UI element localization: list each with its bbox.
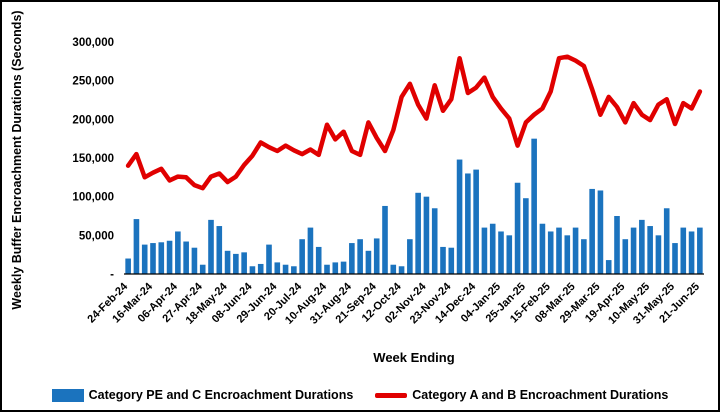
bar	[465, 173, 471, 274]
bar	[531, 138, 537, 274]
bar	[597, 190, 604, 274]
bar	[175, 231, 181, 274]
bar	[655, 235, 662, 274]
bar	[191, 247, 198, 274]
y-tick-label: 250,000	[72, 76, 114, 88]
bar	[415, 192, 421, 274]
bar	[216, 226, 223, 274]
bar	[564, 235, 571, 274]
bar	[489, 223, 496, 274]
bar	[224, 250, 231, 274]
bar	[481, 227, 488, 274]
y-tick-label: 200,000	[72, 114, 114, 126]
legend-line-swatch	[375, 392, 408, 398]
bar	[357, 239, 363, 274]
bar	[373, 238, 380, 274]
bar	[208, 219, 214, 274]
bar	[315, 246, 322, 274]
bar	[307, 227, 314, 274]
bar	[556, 227, 562, 274]
bar	[672, 243, 678, 274]
bar	[440, 246, 446, 274]
bar	[299, 239, 305, 274]
bar	[291, 266, 297, 274]
legend-item-bars: Category PE and C Encroachment Durations	[51, 388, 354, 402]
bar	[141, 244, 148, 274]
bar	[688, 231, 695, 274]
y-tick-label: 100,000	[72, 192, 114, 204]
y-tick-label: 50,000	[79, 230, 114, 242]
y-tick-label: 150,000	[72, 153, 114, 165]
bar	[506, 235, 513, 274]
bar	[581, 239, 587, 274]
bar	[539, 223, 546, 274]
bar	[622, 239, 629, 274]
bar	[249, 266, 256, 274]
bar	[697, 227, 703, 274]
bar	[390, 264, 397, 274]
legend-bar-label: Category PE and C Encroachment Durations	[88, 388, 354, 402]
bar	[456, 159, 463, 274]
bar	[680, 227, 687, 274]
bar	[514, 182, 521, 274]
bar	[614, 216, 620, 274]
bar	[365, 250, 372, 274]
bar	[332, 262, 339, 274]
bar	[572, 227, 579, 274]
bar	[382, 205, 388, 274]
legend-bar-swatch	[51, 388, 84, 402]
bar	[431, 208, 438, 274]
bar	[241, 252, 247, 274]
bar	[498, 231, 504, 274]
bar	[274, 262, 281, 274]
bar	[630, 227, 637, 274]
bar	[473, 169, 479, 274]
bar	[150, 243, 156, 274]
bar	[639, 219, 645, 274]
legend-line-label: Category A and B Encroachment Durations	[412, 388, 669, 402]
y-tick-label: 300,000	[72, 37, 114, 49]
bar	[125, 258, 131, 274]
bar	[398, 266, 405, 274]
bar	[423, 196, 430, 274]
bar	[407, 239, 413, 274]
legend: Category PE and C Encroachment Durations…	[2, 388, 718, 402]
bar	[133, 219, 140, 274]
bar	[183, 241, 189, 274]
line-series	[125, 54, 703, 191]
bar	[166, 240, 173, 274]
bar	[349, 243, 355, 274]
bar	[282, 264, 289, 274]
bar	[663, 208, 670, 274]
bar	[324, 264, 330, 274]
bar	[199, 264, 206, 274]
bar	[340, 261, 347, 274]
bar	[547, 231, 554, 274]
bar	[589, 188, 595, 274]
bar	[647, 226, 653, 274]
legend-item-line: Category A and B Encroachment Durations	[375, 388, 668, 402]
bar	[233, 253, 239, 274]
y-tick-label: -	[110, 269, 114, 281]
bar	[605, 260, 612, 274]
x-axis-title: Week Ending	[373, 350, 455, 365]
bar	[266, 244, 272, 274]
bar	[158, 242, 165, 274]
bar	[257, 263, 264, 274]
bar	[448, 247, 455, 274]
bar	[523, 198, 529, 274]
